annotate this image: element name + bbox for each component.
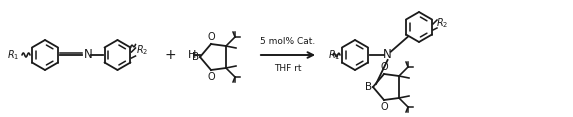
Text: $R_1$: $R_1$ (328, 48, 340, 62)
Text: N: N (383, 49, 392, 62)
Text: B: B (366, 82, 372, 92)
Text: +: + (164, 48, 176, 62)
Text: THF rt: THF rt (274, 64, 302, 73)
Text: 5 mol% Cat.: 5 mol% Cat. (260, 37, 316, 46)
Text: O: O (207, 32, 215, 42)
Text: O: O (380, 62, 388, 72)
Text: $R_1$: $R_1$ (7, 48, 19, 62)
Text: B: B (193, 52, 199, 62)
Text: $R_2$: $R_2$ (135, 43, 148, 57)
Text: O: O (380, 102, 388, 112)
Text: H: H (188, 50, 197, 60)
Text: N: N (84, 49, 92, 62)
Text: O: O (207, 72, 215, 82)
Text: $R_2$: $R_2$ (436, 16, 448, 30)
